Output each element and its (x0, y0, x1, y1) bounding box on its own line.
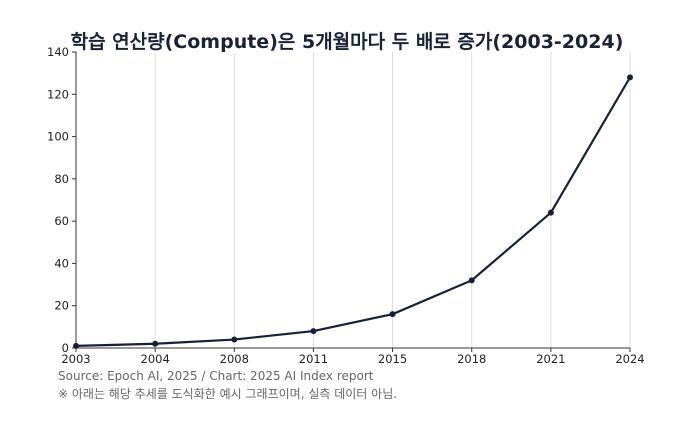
data-point (389, 311, 396, 318)
grid-layer (75, 52, 631, 348)
x-tick-label: 2021 (536, 352, 565, 366)
x-tick-label: 2004 (141, 352, 170, 366)
axis-layer: 0 20 40 60 80 100 120 140 2003 2004 2008 2011 2015 20… (47, 45, 645, 366)
y-tick-label: 20 (54, 299, 69, 313)
x-tick-label: 2008 (220, 352, 249, 366)
y-tick-label: 0 (62, 341, 69, 355)
x-tick-label: 2024 (615, 352, 644, 366)
data-point (310, 328, 317, 335)
data-point (627, 74, 633, 81)
x-tick-label: 2018 (457, 352, 486, 366)
y-tick-label: 40 (54, 256, 69, 270)
y-tick-label: 60 (54, 214, 69, 228)
x-tick-label: 2015 (378, 352, 407, 366)
disclaimer-note: ※ 아래는 해당 추세를 도식화한 예시 그래프이며, 실측 데이터 아님. (58, 387, 398, 401)
chart-title: 학습 연산량(Compute)은 5개월마다 두 배로 증가(2003-2024… (71, 31, 624, 53)
y-tick-label: 100 (47, 130, 69, 144)
y-tick-label: 120 (47, 87, 69, 101)
data-point (547, 209, 554, 216)
x-tick-label: 2011 (299, 352, 328, 366)
data-point (152, 340, 159, 347)
y-tick-label: 140 (47, 45, 69, 59)
data-point (231, 336, 238, 343)
data-point (468, 277, 475, 284)
data-point (73, 342, 79, 349)
source-note: Source: Epoch AI, 2025 / Chart: 2025 AI … (58, 369, 374, 383)
series-line (75, 76, 631, 347)
x-tick-label: 2003 (61, 352, 90, 366)
series-layer (73, 74, 633, 349)
y-tick-label: 80 (54, 172, 69, 186)
